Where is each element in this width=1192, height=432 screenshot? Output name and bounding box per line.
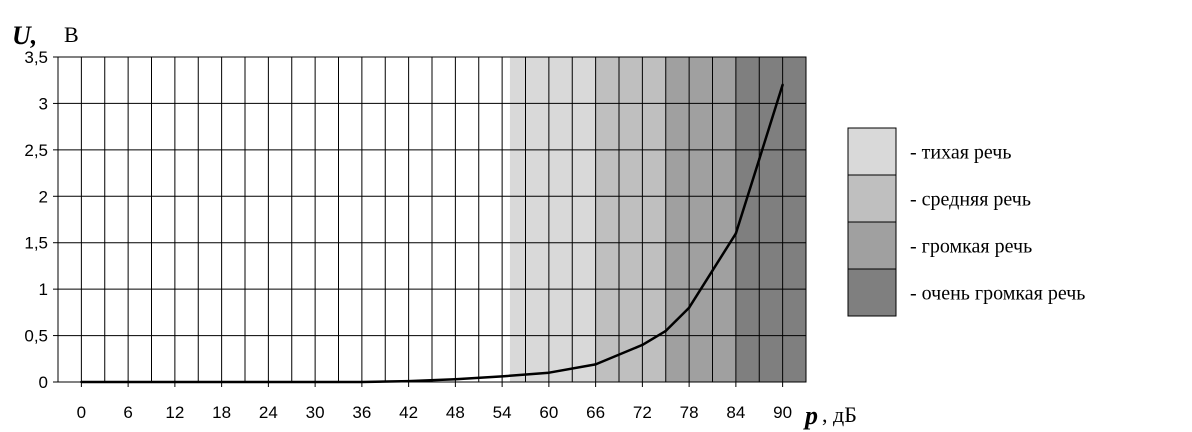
y-tick-label: 3,5: [24, 48, 48, 67]
x-tick-label: 30: [306, 403, 325, 422]
loudness-zones: [509, 57, 806, 382]
y-tick-label: 2: [39, 187, 48, 206]
legend-label-2: - средняя речь: [910, 189, 1031, 211]
legend-swatch-3: [847, 221, 897, 270]
y-tick-label: 0: [39, 373, 48, 392]
x-tick-label: 72: [633, 403, 652, 422]
zone-1: [509, 57, 596, 382]
x-tick-label: 48: [446, 403, 465, 422]
series-point: [547, 371, 551, 374]
x-tick-label: 24: [259, 403, 278, 422]
series-point: [758, 157, 761, 161]
x-tick-label: 42: [399, 403, 418, 422]
series-point: [664, 329, 667, 333]
x-tick-label: 12: [165, 403, 184, 422]
y-tick-labels: 0 0,5 1 1,5 2 2,5 3 3,5: [24, 48, 58, 392]
legend-label-1: - тихая речь: [910, 142, 1011, 164]
zone-4: [735, 57, 806, 382]
series-point: [594, 363, 597, 366]
x-tick-label: 90: [773, 403, 792, 422]
x-tick-label: 60: [539, 403, 558, 422]
x-tick-label: 84: [726, 403, 745, 422]
y-axis-unit: В: [64, 22, 79, 47]
x-tick-labels: 0 6 12 18 24 30 36 42 48 54 60 66 72 78 84 90: [77, 382, 792, 422]
y-tick-label: 1: [39, 280, 48, 299]
x-axis-title: p: [803, 401, 818, 430]
y-axis-title: U,: [12, 21, 37, 50]
x-tick-label: 54: [493, 403, 512, 422]
series-point: [711, 269, 714, 272]
legend-swatch-2: [847, 174, 897, 223]
zone-3: [665, 57, 736, 382]
series-point: [641, 343, 644, 347]
series-point: [781, 83, 784, 87]
x-axis-unit: , дБ: [822, 402, 857, 427]
x-tick-label: 78: [680, 403, 699, 422]
y-tick-label: 1,5: [24, 234, 48, 253]
x-tick-label: 66: [586, 403, 605, 422]
x-tick-label: 36: [352, 403, 371, 422]
series-point: [734, 232, 738, 235]
legend-label-3: - громкая речь: [910, 236, 1032, 258]
legend-swatch-1: [847, 127, 897, 176]
x-tick-label: 0: [77, 403, 86, 422]
plot-frame: [57, 56, 807, 383]
zone-2: [595, 57, 666, 382]
y-tick-label: 2,5: [24, 141, 48, 160]
legend-label-4: - очень громкая речь: [910, 283, 1085, 305]
x-tick-label: 18: [212, 403, 231, 422]
series-point: [500, 375, 504, 378]
series-point: [454, 378, 457, 381]
y-tick-label: 0,5: [24, 327, 48, 346]
series-point: [407, 379, 410, 383]
y-tick-label: 3: [39, 94, 48, 113]
legend: - тихая речь - средняя речь - громкая речь…: [847, 127, 1085, 317]
legend-swatch-4: [847, 268, 897, 317]
x-tick-label: 6: [123, 403, 132, 422]
series-point: [687, 306, 691, 309]
